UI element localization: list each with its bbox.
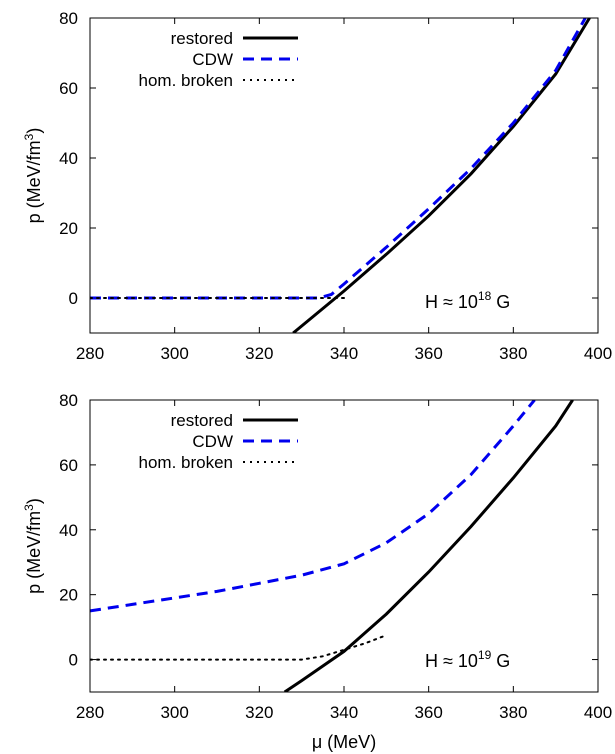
y-tick-label: 0 [69,651,78,670]
y-tick-label: 40 [59,521,78,540]
y-tick-label: 60 [59,79,78,98]
x-tick-label: 340 [330,703,358,722]
y-tick-label: 80 [59,391,78,410]
legend-label: CDW [192,432,233,451]
x-tick-label: 280 [76,703,104,722]
x-tick-label: 320 [245,344,273,363]
series-line-restored [283,400,574,692]
legend: restored CDW hom. broken [139,411,298,472]
x-tick-label: 380 [499,344,527,363]
x-tick-label: 300 [160,344,188,363]
legend-label: restored [171,29,233,48]
y-tick-label: 20 [59,219,78,238]
y-tick-label: 60 [59,456,78,475]
field-annotation: H ≈ 1019 G [425,648,510,671]
series-line-cdw [90,18,587,300]
y-tick-label: 0 [69,289,78,308]
x-tick-label: 400 [584,703,612,722]
series-line-cdw [90,400,536,613]
legend-label: restored [171,411,233,430]
y-axis-title: p (MeV/fm3) [22,498,44,594]
x-axis-title: μ (MeV) [312,732,376,752]
legend-label: hom. broken [139,71,234,90]
y-tick-label: 80 [59,9,78,28]
x-tick-label: 280 [76,344,104,363]
y-tick-label: 40 [59,149,78,168]
y-tick-label: 20 [59,586,78,605]
series-line-restored [292,18,591,333]
x-tick-label: 300 [160,703,188,722]
legend: restored CDW hom. broken [139,29,298,90]
x-tick-label: 360 [414,344,442,363]
series-line-hom-broken [90,634,388,661]
x-tick-label: 340 [330,344,358,363]
plot-frame [89,17,599,334]
x-tick-label: 400 [584,344,612,363]
chart-panel-1: 280 300 320 340 360 380 400 0 20 40 60 80 restored CD… [22,9,612,363]
x-tick-label: 360 [414,703,442,722]
legend-label: CDW [192,50,233,69]
field-annotation: H ≈ 1018 G [425,289,510,312]
chart-panel-2: 280 300 320 340 360 380 400 0 20 40 60 80 restored CD… [22,391,612,752]
plot-frame [89,399,599,693]
legend-label: hom. broken [139,453,234,472]
x-tick-label: 320 [245,703,273,722]
y-axis-title: p (MeV/fm3) [22,128,44,224]
x-tick-label: 380 [499,703,527,722]
